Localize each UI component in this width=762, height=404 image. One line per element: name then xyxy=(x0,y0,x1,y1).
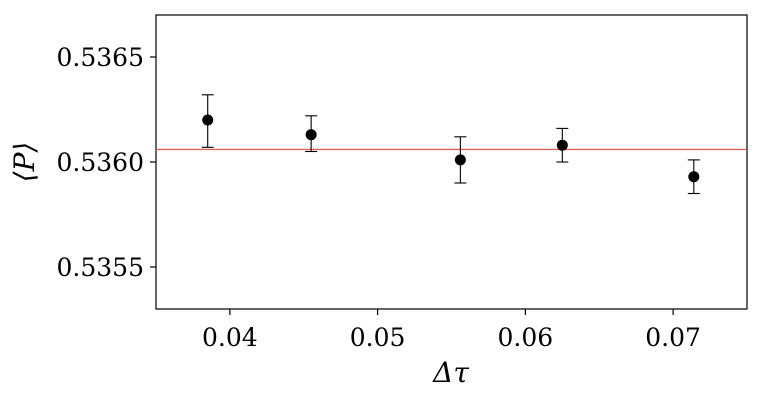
y-ticks-layer: 0.5355 0.5360 0.5365 xyxy=(57,43,156,282)
data-marker xyxy=(305,129,317,141)
y-tick-label: 0.5365 xyxy=(57,43,144,72)
x-tick-label: 0.07 xyxy=(645,323,701,352)
y-tick-label: 0.5360 xyxy=(57,148,144,177)
data-point xyxy=(454,136,467,184)
data-points-layer xyxy=(201,94,700,195)
data-marker xyxy=(202,114,214,126)
data-point xyxy=(305,115,318,153)
x-ticks-layer: 0.04 0.05 0.06 0.07 xyxy=(202,309,701,352)
data-marker xyxy=(688,171,700,183)
y-tick-label: 0.5355 xyxy=(57,253,144,282)
x-tick-label: 0.04 xyxy=(202,323,258,352)
x-tick-label: 0.06 xyxy=(498,323,554,352)
y-axis-label: ⟨P⟩ xyxy=(8,142,41,183)
data-marker xyxy=(556,139,568,151)
data-point xyxy=(201,94,214,148)
data-marker xyxy=(454,154,466,166)
data-point xyxy=(687,159,700,195)
data-point xyxy=(556,127,569,163)
x-tick-label: 0.05 xyxy=(350,323,406,352)
plot-frame xyxy=(155,14,748,310)
x-axis-label: Δτ xyxy=(432,356,469,389)
